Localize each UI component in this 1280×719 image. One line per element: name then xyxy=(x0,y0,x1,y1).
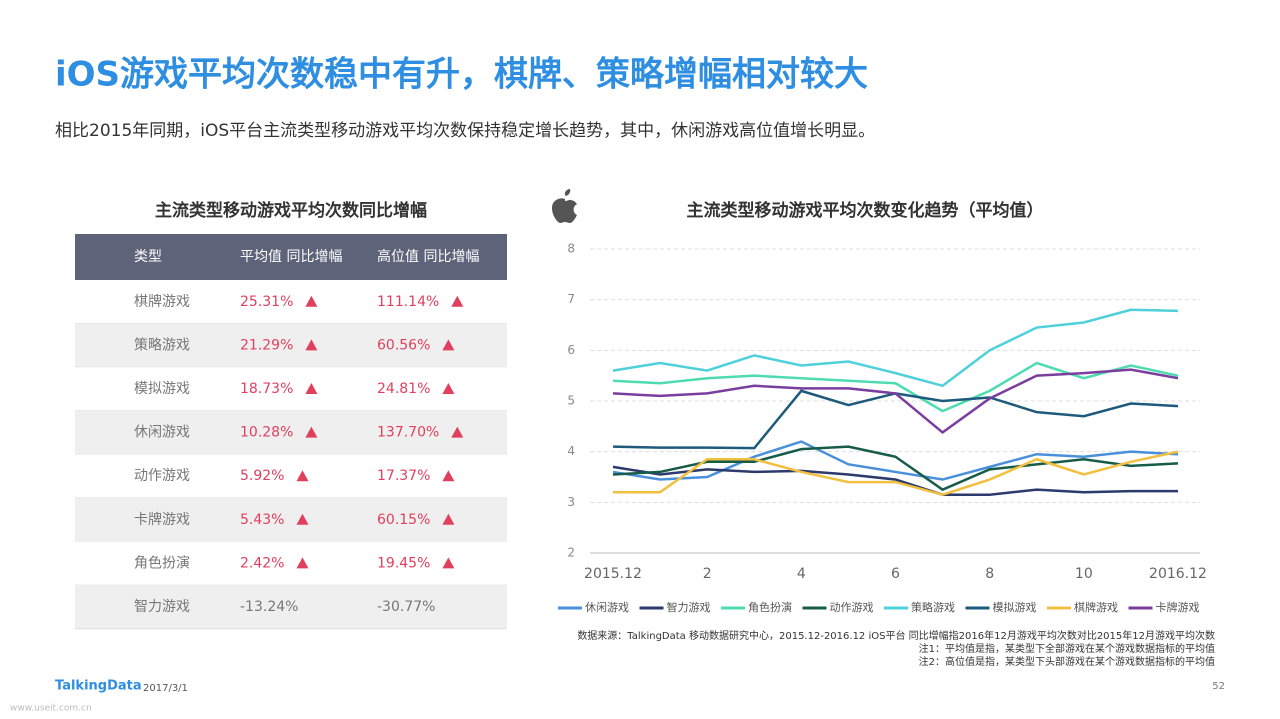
watermark: www.useit.com.cn xyxy=(10,704,92,714)
table-cell: 17.37% xyxy=(377,468,430,484)
legend-label: 角色扮演 xyxy=(748,600,792,614)
table-title: 主流类型移动游戏平均次数同比增幅 xyxy=(155,200,427,221)
legend-label: 动作游戏 xyxy=(830,601,874,614)
series-line xyxy=(612,361,1179,413)
page-number: 52 xyxy=(1212,681,1225,692)
x-tick-label: 6 xyxy=(891,566,900,582)
title: iOS游戏平均次数稳中有升，棋牌、策略增幅相对较大 xyxy=(55,55,868,95)
up-arrow xyxy=(296,513,309,525)
table-cell: -30.77% xyxy=(377,599,435,615)
table-row xyxy=(75,323,507,368)
x-tick-label: 2015.12 xyxy=(584,566,642,582)
table-cell: 棋牌游戏 xyxy=(134,293,190,310)
x-tick-label: 2016.12 xyxy=(1149,566,1207,582)
source: 数据来源：TalkingData 移动数据研究中心，2015.12-2016.1… xyxy=(577,629,1215,642)
series-line xyxy=(612,308,1179,388)
legend-label: 策略游戏 xyxy=(911,600,955,614)
table-row xyxy=(75,367,507,411)
up-arrow xyxy=(296,470,309,482)
table-cell: 角色扮演 xyxy=(134,554,190,571)
table-cell: 25.31% xyxy=(240,294,293,310)
table-row xyxy=(75,541,507,586)
logo: TalkingData xyxy=(55,679,142,694)
table-cell: 休闲游戏 xyxy=(134,425,190,441)
y-tick-label: 6 xyxy=(567,343,575,357)
table-cell: 60.56% xyxy=(377,337,430,353)
x-tick-label: 10 xyxy=(1075,566,1093,582)
series-line xyxy=(612,440,1179,481)
note: 注2：高位值是指，某类型下头部游戏在某个游戏数据指标的平均值 xyxy=(919,655,1215,668)
series-line xyxy=(612,368,1179,434)
table-cell: 111.14% xyxy=(377,294,439,310)
y-tick-label: 4 xyxy=(567,444,575,458)
table-cell: 动作游戏 xyxy=(134,468,190,484)
table-cell: 18.73% xyxy=(240,381,293,397)
legend-label: 休闲游戏 xyxy=(585,600,629,614)
table-cell: 60.15% xyxy=(377,512,430,528)
table-row xyxy=(75,585,507,629)
up-arrow xyxy=(442,557,455,569)
up-arrow xyxy=(442,383,455,394)
up-arrow xyxy=(305,426,318,438)
note: 注1：平均值是指，某类型下全部游戏在某个游戏数据指标的平均值 xyxy=(919,642,1215,655)
series-line xyxy=(612,389,1179,450)
up-arrow xyxy=(305,339,318,351)
legend-label: 模拟游戏 xyxy=(993,600,1037,614)
y-tick-label: 8 xyxy=(567,242,575,256)
table-row xyxy=(75,280,507,324)
table-row xyxy=(75,454,507,498)
table-cell: 策略游戏 xyxy=(134,336,190,353)
series-line xyxy=(612,465,1178,496)
table-cell: 卡牌游戏 xyxy=(134,511,190,528)
series-line xyxy=(612,445,1179,492)
up-arrow xyxy=(451,295,464,307)
up-arrow xyxy=(305,295,318,307)
up-arrow xyxy=(305,383,318,394)
x-tick-label: 4 xyxy=(797,566,806,582)
table-row xyxy=(75,410,507,455)
table-cell: 模拟游戏 xyxy=(134,381,190,397)
legend-label: 棋牌游戏 xyxy=(1074,600,1118,614)
up-arrow xyxy=(442,339,455,351)
y-tick-label: 2 xyxy=(567,546,575,560)
up-arrow xyxy=(451,426,464,438)
date: 2017/3/1 xyxy=(143,683,188,694)
column-header: 高位值 同比增幅 xyxy=(377,248,479,265)
up-arrow xyxy=(296,557,309,569)
legend-label: 卡牌游戏 xyxy=(1156,600,1200,614)
table-header xyxy=(75,234,507,280)
y-tick-label: 3 xyxy=(567,495,575,509)
table-cell: -13.24% xyxy=(240,599,298,615)
table-cell: 2.42% xyxy=(240,555,284,571)
chart-title: 主流类型移动游戏平均次数变化趋势（平均值） xyxy=(687,200,1044,221)
up-arrow xyxy=(442,513,455,525)
subtitle: 相比2015年同期，iOS平台主流类型移动游戏平均次数保持稳定增长趋势，其中，休… xyxy=(55,121,875,141)
table-cell: 10.28% xyxy=(240,425,293,441)
table-cell: 5.92% xyxy=(240,468,284,484)
y-tick-label: 7 xyxy=(567,292,575,306)
column-header: 平均值 同比增幅 xyxy=(240,249,342,265)
y-tick-label: 5 xyxy=(567,394,575,408)
series-line xyxy=(613,450,1179,497)
x-tick-label: 8 xyxy=(985,566,994,582)
x-tick-label: 2 xyxy=(703,566,712,582)
table-row xyxy=(75,498,507,542)
table-cell: 5.43% xyxy=(240,512,284,528)
table-cell: 19.45% xyxy=(377,555,430,571)
table-cell: 137.70% xyxy=(377,425,439,441)
up-arrow xyxy=(442,470,455,482)
table-cell: 24.81% xyxy=(377,381,430,397)
column-header: 类型 xyxy=(134,249,162,265)
table-cell: 智力游戏 xyxy=(134,599,190,615)
table-cell: 21.29% xyxy=(240,337,293,353)
legend-label: 智力游戏 xyxy=(667,600,711,614)
apple-icon xyxy=(552,189,577,223)
